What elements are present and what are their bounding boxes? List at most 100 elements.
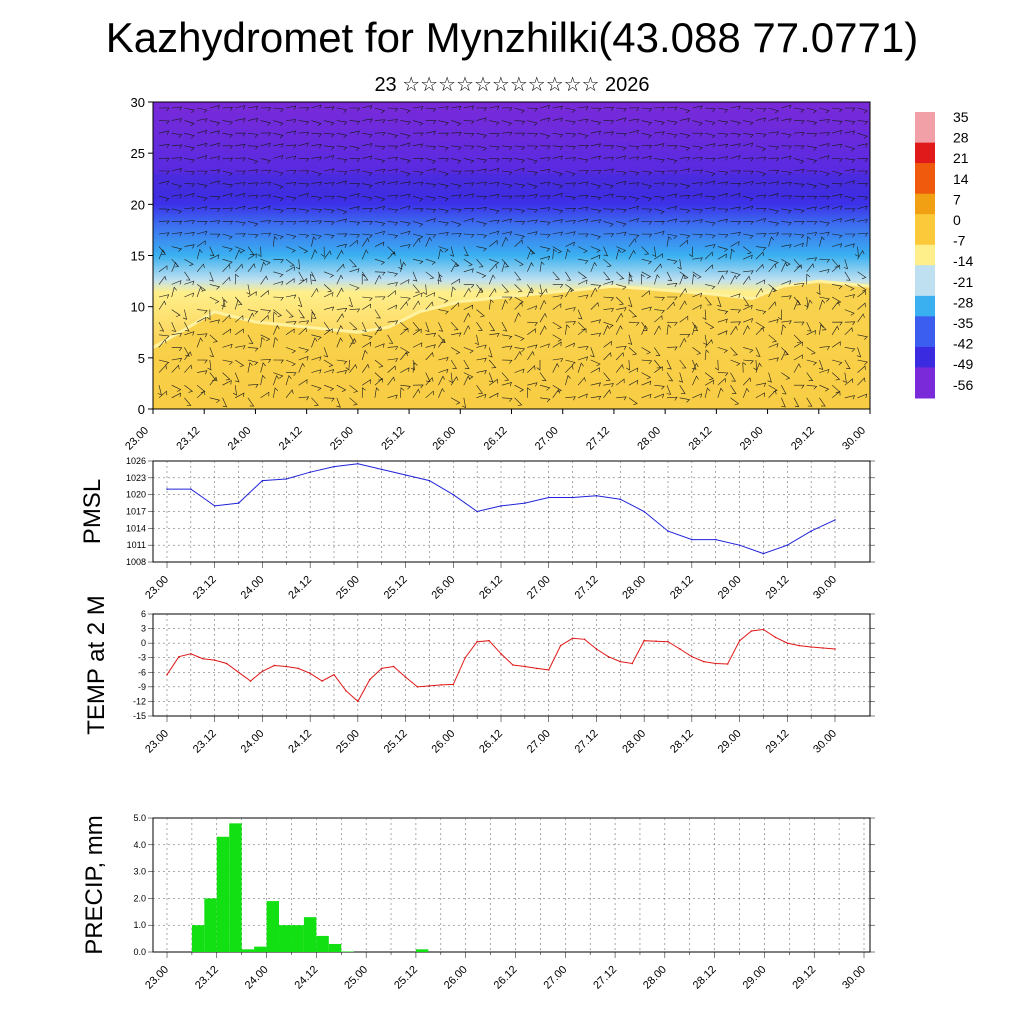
wind-barb [527, 350, 535, 361]
wind-barb [857, 195, 869, 201]
wind-barb [400, 142, 411, 147]
wind-barb [349, 120, 361, 125]
wind-barb [565, 396, 576, 401]
wind-barb [171, 106, 183, 111]
wind-barb [654, 315, 663, 323]
wind-barb [679, 315, 689, 323]
wind-barb [565, 157, 576, 162]
heatmap-ytick-label: 30 [131, 95, 145, 110]
xtick-label: 29.00 [716, 574, 744, 602]
wind-barb [171, 384, 182, 392]
wind-barb [298, 192, 309, 198]
wind-barb [577, 362, 584, 373]
wind-barb [616, 284, 627, 290]
wind-barb [819, 119, 830, 124]
wind-barb [590, 107, 602, 112]
wind-barb [565, 207, 576, 212]
temp-point [452, 683, 455, 686]
wind-barb [806, 170, 818, 175]
wind-barb [743, 347, 754, 353]
wind-barb [158, 265, 168, 273]
wind-barb [158, 157, 170, 162]
wind-barb [349, 130, 360, 135]
wind-barb [400, 205, 411, 210]
wind-barb [234, 299, 241, 310]
wind-barb [781, 244, 792, 249]
wind-barb [730, 132, 742, 138]
wind-barb [247, 182, 259, 187]
wind-barb [688, 246, 693, 258]
wind-barb [273, 107, 284, 113]
colorbar-segment [915, 112, 935, 123]
wind-barb [666, 120, 678, 126]
wind-barb [501, 158, 513, 163]
wind-barb [451, 233, 462, 238]
wind-barb [641, 322, 648, 331]
wind-barb [844, 294, 855, 299]
wind-barb [425, 352, 434, 361]
wind-barb [311, 236, 317, 247]
wind-barb [235, 233, 246, 238]
wind-barb [463, 246, 469, 256]
wind-barb [260, 261, 267, 272]
wind-barb [717, 192, 728, 198]
wind-barb [679, 145, 691, 151]
xtick-label: 27.12 [573, 728, 601, 756]
heatmap-xtick-label: 27.12 [584, 425, 612, 453]
wind-barb [768, 232, 780, 237]
wind-barb [476, 107, 488, 112]
wind-barb [577, 246, 588, 254]
wind-barb [781, 195, 792, 200]
wind-barb [362, 118, 373, 123]
wind-barb [743, 270, 754, 275]
temp-point [750, 630, 753, 632]
wind-barb [857, 377, 866, 386]
wind-barb [692, 273, 697, 285]
wind-barb [412, 271, 418, 282]
wind-barb [476, 393, 487, 399]
wind-barb [336, 307, 348, 312]
colorbar-label: 0 [953, 212, 961, 228]
wind-barb [539, 325, 547, 335]
wind-barb [565, 220, 576, 225]
wind-barb [641, 324, 648, 335]
wind-barb [387, 221, 399, 226]
wind-barb [578, 118, 589, 123]
colorbar-segment [915, 377, 935, 389]
wind-barb [260, 142, 271, 148]
wind-barb [171, 357, 183, 363]
wind-barb [514, 158, 526, 164]
wind-barb [463, 312, 471, 323]
wind-barb [641, 290, 650, 298]
ytick-label: 6 [141, 609, 146, 619]
wind-barb [793, 131, 805, 136]
temp-point [488, 639, 490, 642]
wind-barb [387, 376, 396, 386]
wind-barb [311, 220, 322, 225]
wind-barb [717, 387, 724, 398]
wind-barb [806, 206, 818, 211]
temp-point [512, 664, 514, 666]
wind-barb [590, 219, 602, 224]
xtick-label: 29.12 [763, 728, 791, 756]
wind-barb [450, 262, 458, 272]
wind-barb [565, 248, 571, 260]
wind-barb [387, 365, 396, 373]
wind-barb [171, 194, 183, 199]
wind-barb [577, 393, 588, 399]
wind-barb [857, 107, 868, 114]
wind-barb [679, 359, 687, 369]
wind-barb [463, 207, 475, 212]
wind-barb [425, 208, 437, 213]
y-axis-title: PRECIP, mm [81, 815, 108, 955]
wind-barb [578, 258, 589, 264]
wind-barb [730, 385, 737, 394]
wind-barb [273, 236, 278, 247]
wind-barb [438, 221, 449, 227]
colorbar-segment [915, 316, 935, 327]
wind-barb [793, 282, 805, 287]
colorbar-label: -42 [953, 336, 973, 352]
wind-barb [527, 231, 538, 236]
wind-barb [628, 129, 639, 135]
wind-barb [514, 397, 523, 406]
